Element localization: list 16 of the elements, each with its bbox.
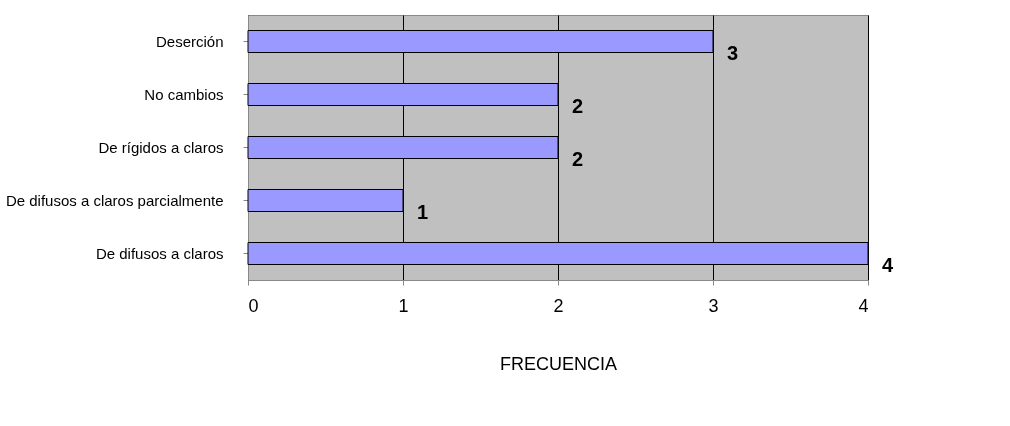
y-tick-label: De difusos a claros parcialmente (5, 191, 224, 209)
data-label: 1 (417, 200, 429, 223)
data-label: 2 (572, 147, 584, 170)
x-tick-label: 2 (553, 295, 564, 316)
x-tick-label: 1 (398, 295, 409, 316)
x-tick-label: 4 (858, 295, 869, 316)
x-tick-label: 3 (708, 295, 719, 316)
data-label: 4 (882, 253, 894, 276)
y-tick-label: No cambios (144, 85, 224, 103)
data-label: 2 (572, 94, 584, 117)
y-tick-label: De rígidos a claros (98, 138, 224, 156)
y-tick-label: Deserción (155, 32, 224, 50)
x-axis-title: FRECUENCIA (499, 353, 618, 374)
data-label: 3 (727, 41, 739, 64)
x-tick-label: 0 (248, 295, 259, 316)
y-tick-label: De difusos a claros (95, 244, 224, 262)
